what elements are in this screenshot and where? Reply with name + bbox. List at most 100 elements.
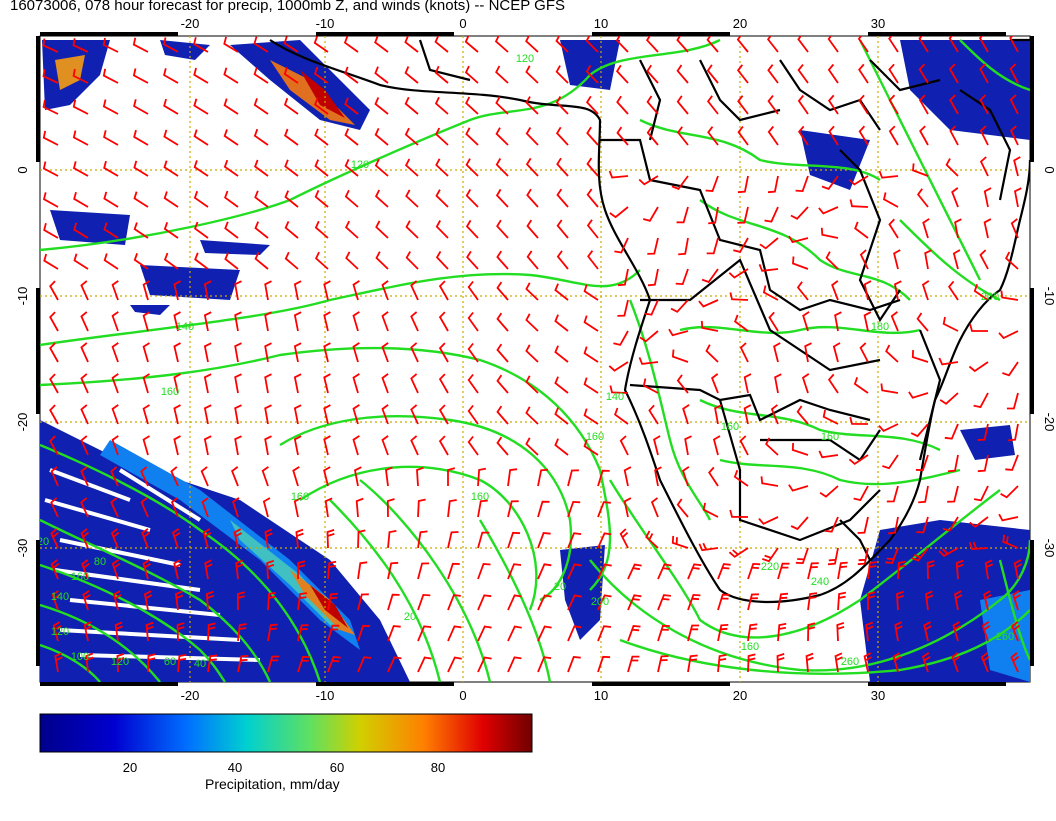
wind-barb (858, 94, 869, 115)
wind-barb (111, 559, 121, 580)
lon-tick-top: 20 (733, 16, 747, 31)
wind-barb (525, 344, 539, 363)
precip-area (900, 40, 1030, 140)
wind-barb (203, 311, 212, 332)
wind-barb (609, 385, 629, 394)
wind-barb (737, 126, 749, 146)
wind-barb (324, 497, 333, 518)
map-title: 16073006, 078 hour forecast for precip, … (10, 0, 565, 14)
wind-barb (537, 563, 552, 580)
wind-barb (405, 189, 419, 208)
wind-barb (701, 268, 719, 284)
wind-barb (434, 36, 449, 53)
wind-barb (323, 466, 331, 487)
wind-barb (1004, 251, 1019, 270)
contour-label: 160 (291, 491, 309, 503)
wind-barb (979, 94, 989, 115)
wind-barb (507, 563, 522, 580)
wind-barb (983, 187, 992, 208)
contour-label: 160 (161, 386, 179, 398)
wind-barb (1008, 423, 1019, 442)
wind-barb (791, 442, 809, 456)
wind-barb (676, 36, 689, 53)
wind-barb (323, 342, 331, 363)
wind-barb (313, 66, 329, 84)
wind-barb (952, 621, 962, 642)
wind-barb (42, 130, 59, 146)
wind-barb (821, 175, 839, 190)
wind-barb (293, 311, 302, 332)
contour-label: 200 (591, 596, 609, 608)
wind-barb (614, 407, 629, 425)
wind-barb (200, 466, 209, 487)
wind-barb (938, 547, 959, 558)
wind-barb (495, 96, 509, 115)
wind-barb (327, 656, 341, 673)
wind-barb (80, 497, 89, 518)
wind-barb (110, 528, 120, 549)
wind-barb (80, 311, 89, 332)
wind-barb (979, 125, 989, 146)
wind-barb (345, 251, 359, 270)
contour-label: 160 (71, 571, 89, 583)
wind-barb (103, 160, 119, 177)
wind-barb (327, 560, 337, 580)
wind-barb (788, 484, 809, 492)
wind-barb (892, 652, 902, 673)
wind-barb (387, 593, 400, 611)
wind-barb (467, 280, 479, 301)
wind-barb (788, 235, 809, 244)
wind-barb (404, 158, 419, 177)
wind-barb (764, 206, 779, 223)
wind-barb (585, 36, 599, 53)
wind-barb (477, 594, 492, 611)
wind-barb (254, 252, 269, 270)
wind-barb (609, 206, 629, 219)
wind-barb (767, 175, 779, 194)
wind-barb (728, 268, 749, 279)
wind-barb (797, 36, 809, 53)
wind-barb (567, 656, 581, 673)
wind-barb (295, 528, 304, 549)
wind-barb (353, 466, 362, 487)
wind-barb (885, 547, 899, 564)
contour-label: 260 (996, 631, 1014, 643)
wind-barb (174, 590, 184, 611)
wind-barb (163, 191, 179, 208)
wind-barb (81, 559, 90, 580)
wind-barb (729, 509, 749, 518)
wind-barb (837, 561, 848, 580)
wind-barb (857, 36, 869, 53)
wind-barb (834, 311, 842, 332)
wind-barb (896, 590, 905, 611)
wind-barb (737, 206, 749, 224)
lon-tick-bottom: -10 (316, 688, 335, 703)
colorbar-tick: 60 (330, 760, 344, 775)
wind-barb (357, 561, 368, 580)
wind-barb (43, 253, 59, 270)
wind-barb (619, 528, 629, 549)
wind-barb (773, 342, 781, 363)
wind-barb (911, 350, 929, 363)
wind-barb (916, 312, 929, 332)
wind-barb (83, 621, 93, 642)
wind-barb (973, 284, 989, 301)
wind-barb (417, 498, 426, 518)
wind-barb (526, 188, 539, 208)
wind-barb (853, 377, 869, 394)
wind-barb (42, 99, 59, 115)
wind-barb (223, 159, 239, 177)
wind-barb (314, 159, 329, 177)
wind-barb (387, 561, 399, 580)
wind-barb (387, 530, 397, 549)
wind-barb (687, 593, 701, 611)
wind-barb (465, 158, 479, 177)
precip-area (50, 210, 130, 245)
lat-tick-right: -10 (1042, 287, 1056, 306)
wind-barb (888, 516, 899, 535)
colorbar-ticks: 20 40 60 80 (123, 760, 445, 775)
wind-barb (264, 280, 272, 301)
wind-barb (193, 37, 209, 53)
wind-barb (344, 66, 359, 84)
wind-barb (657, 624, 670, 642)
